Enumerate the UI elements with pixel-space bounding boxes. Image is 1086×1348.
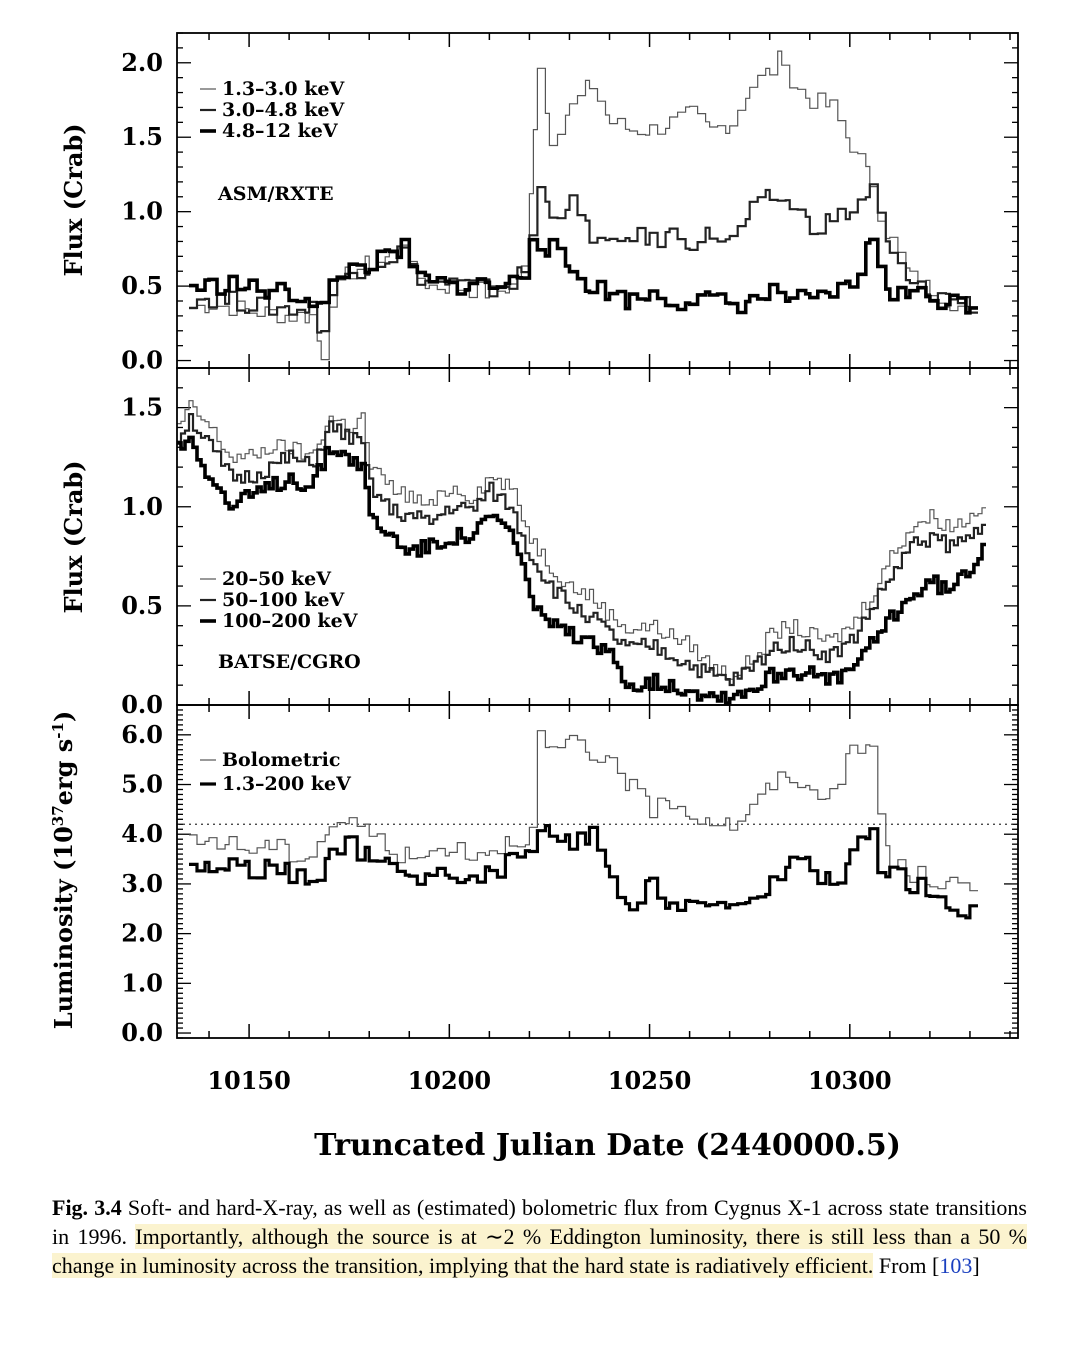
series-line-3	[177, 435, 986, 705]
y-axis-label-part: Luminosity (10	[49, 826, 78, 1029]
figure: 0.0 0.5 1.0 1.5 2.0 1.3–3.0 keV 3.0–4.8 keV 4.8…	[49, 32, 1019, 1163]
y-axis-label: Flux (Crab)	[59, 460, 88, 613]
x-axis-label: Truncated Julian Date (2440000.5)	[314, 1128, 901, 1163]
instrument-label: BATSE/CGRO	[218, 651, 361, 673]
y-tick-label: 4.0	[121, 819, 163, 848]
series-line-1	[189, 50, 978, 361]
legend-entry: 20–50 keV	[222, 568, 332, 590]
y-tick-label: 0.5	[121, 591, 163, 620]
series-line-1	[189, 730, 978, 892]
series-line-2	[189, 824, 978, 920]
series-line-2	[177, 413, 986, 687]
series-line-3	[189, 237, 978, 315]
legend-entry: 50–100 keV	[222, 589, 345, 611]
y-tick-label: 1.0	[121, 492, 163, 521]
y-tick-label: 6.0	[121, 720, 163, 749]
y-axis-label-part: erg s	[49, 739, 78, 806]
series-line-1	[177, 400, 986, 681]
legend-entry: Bolometric	[222, 749, 340, 771]
x-tick-label: 10150	[207, 1066, 291, 1095]
y-tick-label: 0.0	[121, 346, 163, 375]
x-tick-label: 10200	[408, 1066, 492, 1095]
instrument-label: ASM/RXTE	[217, 183, 334, 205]
y-tick-label: 1.0	[121, 197, 163, 226]
y-tick-label: 0.0	[121, 1018, 163, 1047]
y-axis-label-part: 37	[49, 805, 67, 826]
legend-entry: 3.0–4.8 keV	[222, 99, 345, 121]
x-tick-label: 10300	[808, 1066, 892, 1095]
y-tick-label: 2.0	[121, 919, 163, 948]
legend-entry: 4.8–12 keV	[222, 120, 339, 142]
legend-entry: 100–200 keV	[222, 610, 359, 632]
caption-text-end: ]	[972, 1253, 980, 1278]
y-axis-label: Flux (Crab)	[59, 123, 88, 276]
y-tick-label: 1.5	[121, 393, 163, 422]
caption-text: Soft- and hard-X-ray, as well as (estima…	[52, 1195, 1027, 1249]
y-tick-label: 5.0	[121, 770, 163, 799]
y-axis-label: Luminosity (1037erg s-1)	[49, 711, 78, 1030]
y-tick-label: 3.0	[121, 869, 163, 898]
y-axis-label-part: )	[49, 711, 78, 722]
legend-entry: 1.3–3.0 keV	[222, 78, 345, 100]
caption-ref-link[interactable]: 103	[939, 1253, 973, 1278]
series-line-2	[189, 183, 978, 334]
figure-caption: Fig. 3.4 Soft- and hard-X-ray, as well a…	[52, 1193, 1027, 1280]
plot-frame	[176, 704, 1019, 1039]
caption-text-after: From [	[873, 1253, 940, 1278]
legend-entry: 1.3–200 keV	[222, 773, 352, 795]
y-axis-label-part: -1	[49, 722, 67, 739]
caption-label: Fig. 3.4	[52, 1195, 122, 1220]
y-tick-label: 1.5	[121, 122, 163, 151]
y-tick-label: 1.0	[121, 968, 163, 997]
y-tick-label: 0.0	[121, 690, 163, 719]
y-tick-label: 2.0	[121, 48, 163, 77]
x-tick-label: 10250	[608, 1066, 692, 1095]
y-tick-label: 0.5	[121, 271, 163, 300]
